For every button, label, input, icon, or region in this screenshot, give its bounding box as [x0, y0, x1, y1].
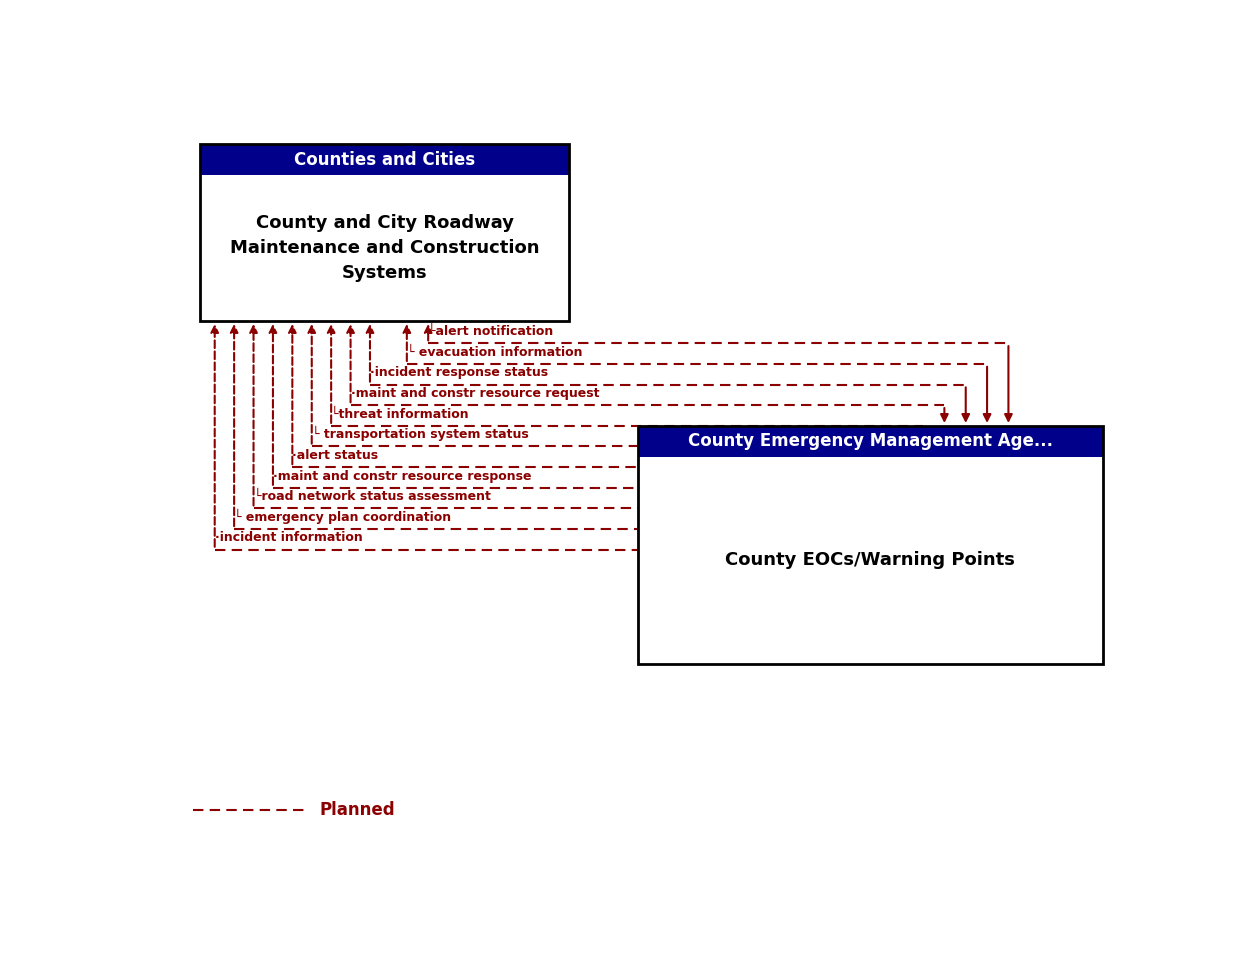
- Text: Counties and Cities: Counties and Cities: [294, 151, 475, 168]
- Text: ·alert status: ·alert status: [292, 449, 378, 462]
- Text: Planned: Planned: [319, 801, 396, 819]
- Text: County and City Roadway
Maintenance and Construction
Systems: County and City Roadway Maintenance and …: [230, 214, 540, 282]
- Text: County EOCs/Warning Points: County EOCs/Warning Points: [725, 551, 1015, 569]
- Text: └road network status assessment: └road network status assessment: [253, 490, 491, 503]
- Bar: [200, 145, 568, 175]
- Text: County Emergency Management Age...: County Emergency Management Age...: [687, 433, 1053, 451]
- Text: └threat information: └threat information: [331, 408, 468, 421]
- Text: └ evacuation information: └ evacuation information: [407, 345, 582, 359]
- Bar: [637, 426, 1103, 456]
- Text: ·incident response status: ·incident response status: [371, 367, 548, 379]
- Bar: [200, 145, 568, 322]
- Text: ·maint and constr resource request: ·maint and constr resource request: [351, 387, 598, 400]
- Text: └ emergency plan coordination: └ emergency plan coordination: [234, 508, 451, 523]
- Text: ·maint and constr resource response: ·maint and constr resource response: [273, 470, 531, 482]
- Bar: [637, 426, 1103, 664]
- Text: └alert notification: └alert notification: [428, 325, 553, 338]
- Bar: [200, 175, 568, 322]
- Text: ·incident information: ·incident information: [215, 531, 363, 545]
- Text: └ transportation system status: └ transportation system status: [312, 426, 528, 441]
- Bar: [637, 456, 1103, 664]
